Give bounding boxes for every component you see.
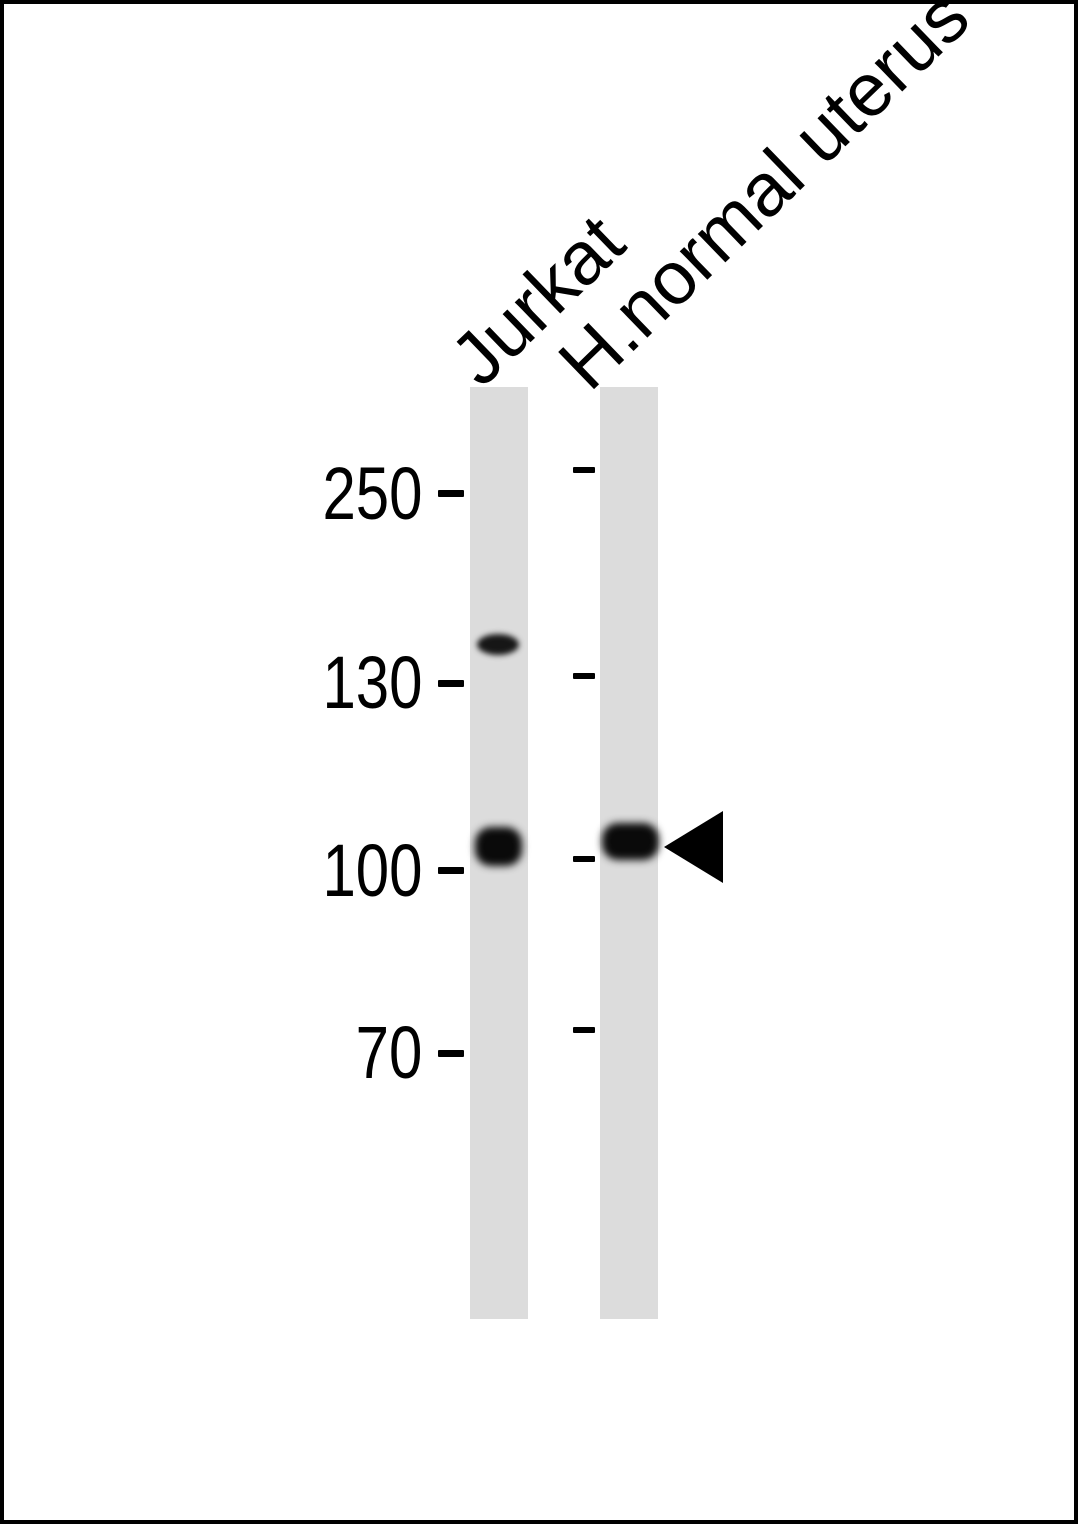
band-jurkat-strong-100 bbox=[475, 827, 522, 866]
arrowhead-left-icon: arrowhead-left bbox=[655, 800, 727, 888]
lane2-tick-70 bbox=[573, 1027, 595, 1033]
mw-label-130-text: 130 bbox=[321, 641, 422, 724]
mw-label-130: 130 bbox=[4, 646, 422, 720]
lane2-tick-130 bbox=[573, 673, 595, 679]
mw-label-70-text: 70 bbox=[355, 1011, 422, 1094]
band-jurkat-faint-140 bbox=[477, 634, 519, 655]
mw-label-100-text: 100 bbox=[321, 829, 422, 912]
mw-tick-250 bbox=[438, 490, 464, 497]
lane-label-h-normal-uterus: H.normal uterus bbox=[542, 0, 985, 405]
mw-tick-70 bbox=[438, 1050, 464, 1057]
mw-label-100: 100 bbox=[4, 834, 422, 908]
band-uterus-strong-100 bbox=[602, 823, 659, 860]
mw-tick-130 bbox=[438, 680, 464, 687]
mw-label-70: 70 bbox=[4, 1016, 422, 1090]
lane2-tick-250 bbox=[573, 467, 595, 473]
mw-label-250: 250 bbox=[4, 457, 422, 531]
mw-label-250-text: 250 bbox=[321, 452, 422, 535]
lane2-tick-100 bbox=[573, 856, 595, 862]
mw-tick-100 bbox=[438, 867, 464, 874]
